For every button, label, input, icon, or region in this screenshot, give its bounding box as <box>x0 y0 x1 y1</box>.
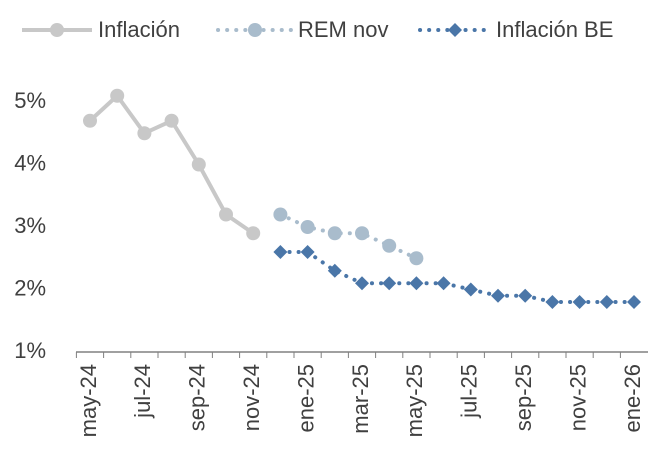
legend-label: Inflación BE <box>496 17 613 42</box>
x-tick-label: nov-25 <box>565 364 590 431</box>
series-line <box>278 212 419 261</box>
series-line <box>278 250 636 304</box>
diamond-marker <box>436 276 451 291</box>
legend-label: REM nov <box>298 17 388 42</box>
x-tick-label: nov-24 <box>239 364 264 431</box>
legend-marker <box>50 23 64 37</box>
x-tick-label: jul-25 <box>457 364 482 419</box>
diamond-marker <box>627 295 641 309</box>
legend-marker <box>248 23 262 37</box>
circle-marker <box>300 220 315 234</box>
diamond-marker <box>355 276 369 291</box>
x-tick-label: may-25 <box>402 364 427 437</box>
diamond-marker <box>327 263 342 278</box>
circle-marker <box>83 113 97 128</box>
y-tick-label: 5% <box>14 88 46 113</box>
circle-marker <box>382 238 397 253</box>
x-tick-label: ene-25 <box>293 364 318 433</box>
circle-marker <box>409 251 424 266</box>
circle-marker <box>273 207 288 222</box>
diamond-marker <box>518 288 533 303</box>
diamond-marker <box>409 276 424 291</box>
legend-marker <box>448 23 462 37</box>
diamond-marker <box>491 288 505 303</box>
x-tick-label: sep-25 <box>511 364 536 431</box>
x-tick-label: sep-24 <box>185 364 210 431</box>
x-tick-label: may-24 <box>76 364 101 437</box>
x-tick-label: mar-25 <box>348 364 373 434</box>
x-tick-label: jul-24 <box>130 364 155 419</box>
circle-marker <box>110 88 125 103</box>
circle-marker <box>164 113 179 128</box>
diamond-marker <box>463 282 478 297</box>
y-tick-label: 2% <box>14 275 46 300</box>
legend-label: Inflación <box>98 17 180 42</box>
x-tick-label: ene-26 <box>620 364 645 433</box>
circle-marker <box>246 226 261 241</box>
circle-marker <box>355 226 369 241</box>
diamond-marker <box>545 295 560 309</box>
y-tick-label: 1% <box>14 338 46 363</box>
circle-marker <box>327 226 342 241</box>
diamond-marker <box>599 295 614 309</box>
diamond-marker <box>572 295 587 309</box>
diamond-marker <box>300 245 315 259</box>
circle-marker <box>137 126 152 141</box>
y-tick-label: 3% <box>14 213 46 238</box>
diamond-marker <box>382 276 397 291</box>
circle-marker <box>191 157 206 172</box>
diamond-marker <box>273 245 288 259</box>
circle-marker <box>219 207 233 222</box>
y-tick-label: 4% <box>14 150 46 175</box>
